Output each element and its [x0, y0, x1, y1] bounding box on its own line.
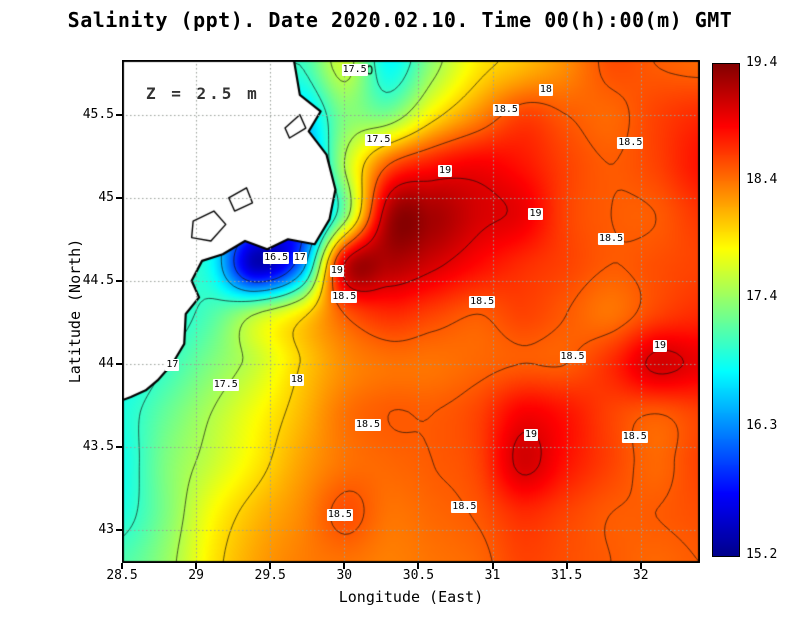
x-tick: [417, 563, 420, 569]
colorbar: [712, 63, 740, 557]
x-tick-label: 31.5: [550, 568, 583, 583]
figure-title: Salinity (ppt). Date 2020.02.10. Time 00…: [67, 8, 733, 32]
x-tick: [565, 563, 568, 569]
x-tick: [491, 563, 494, 569]
x-tick-label: 31: [484, 568, 501, 583]
x-tick: [195, 563, 198, 569]
y-tick-label: 43.5: [82, 438, 114, 454]
y-tick: [116, 196, 122, 199]
colorbar-tick-label: 16.3: [746, 418, 778, 434]
x-tick-label: 32: [632, 568, 649, 583]
y-tick: [116, 528, 122, 531]
x-tick-label: 30.5: [402, 568, 435, 583]
map-canvas: [122, 60, 700, 563]
y-tick: [116, 113, 122, 116]
y-tick: [116, 445, 122, 448]
x-tick-label: 28.5: [106, 568, 138, 583]
x-tick-label: 30: [336, 568, 353, 583]
y-tick: [116, 362, 122, 365]
colorbar-tick-label: 17.4: [746, 289, 778, 305]
colorbar-tick-label: 15.2: [746, 547, 778, 562]
y-tick-label: 44: [98, 355, 114, 371]
y-tick: [116, 279, 122, 282]
y-tick-label: 45.5: [82, 106, 114, 122]
y-tick-label: 43: [98, 521, 114, 537]
y-tick-label: 44.5: [82, 272, 114, 288]
x-tick-label: 29.5: [254, 568, 286, 583]
x-tick: [343, 563, 346, 569]
x-tick: [121, 563, 123, 569]
x-axis-title: Longitude (East): [338, 588, 484, 606]
colorbar-tick-label: 18.4: [746, 172, 778, 188]
x-tick: [639, 563, 642, 569]
colorbar-tick-label: 19.4: [746, 55, 778, 70]
y-tick-label: 45: [98, 189, 114, 205]
x-tick-label: 29: [188, 568, 204, 583]
x-tick: [269, 563, 272, 569]
